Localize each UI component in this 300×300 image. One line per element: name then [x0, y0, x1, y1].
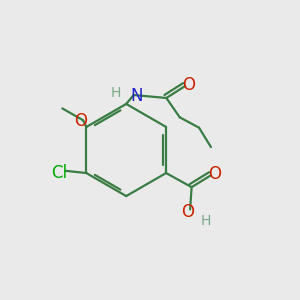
Text: O: O [182, 76, 195, 94]
Text: O: O [208, 165, 221, 183]
Text: O: O [74, 112, 87, 130]
Text: O: O [181, 203, 194, 221]
Text: N: N [130, 87, 143, 105]
Text: Cl: Cl [51, 164, 68, 181]
Text: H: H [201, 214, 211, 228]
Text: H: H [111, 86, 121, 100]
